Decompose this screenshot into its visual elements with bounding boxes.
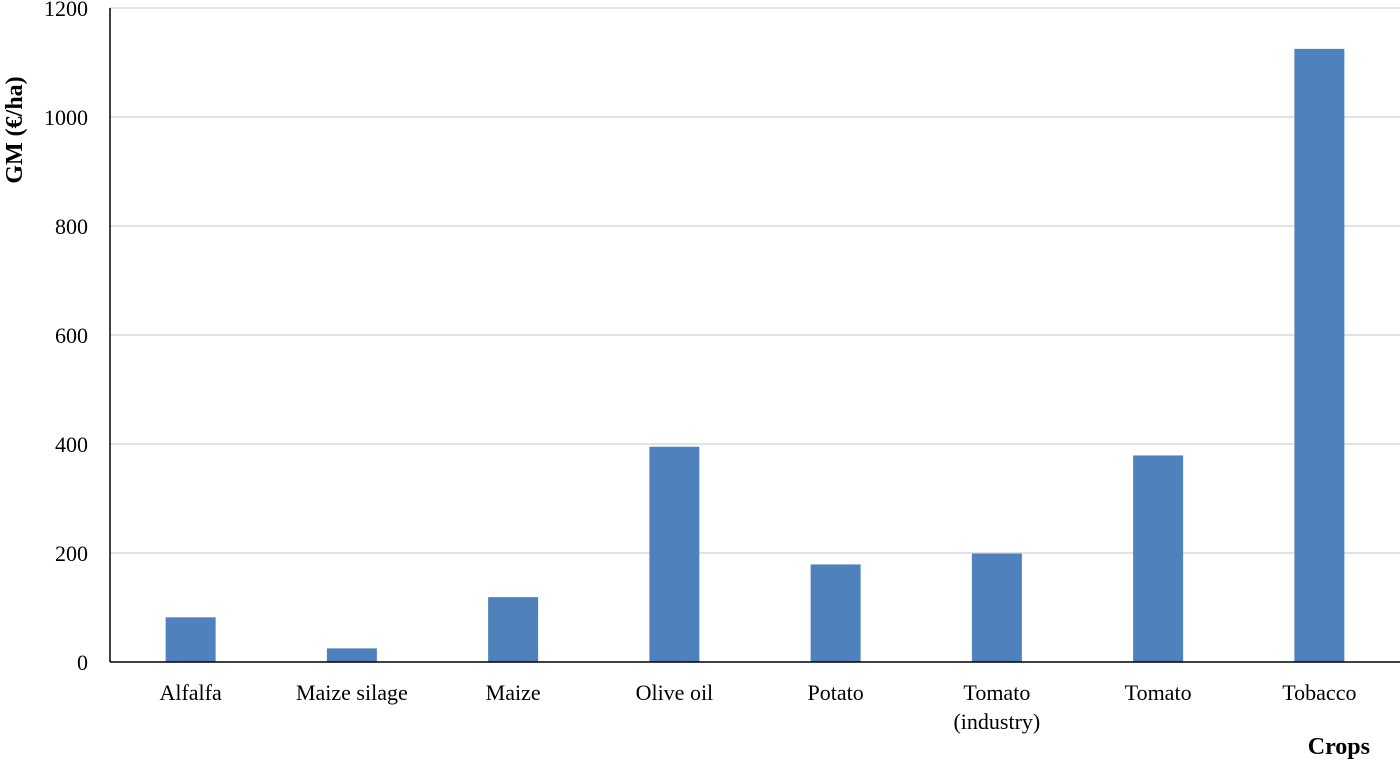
bar-maize-silage	[326, 648, 377, 662]
bars	[165, 48, 1345, 662]
x-tick-label-line: Alfalfa	[159, 680, 222, 705]
x-tick-label-line: Tomato	[963, 680, 1030, 705]
bar-alfalfa	[165, 617, 216, 662]
y-tick-label: 1200	[44, 0, 88, 21]
x-tick-label: Maize silage	[296, 680, 408, 705]
axes	[109, 8, 1400, 663]
y-tick-label: 0	[77, 650, 88, 675]
y-tick-labels: 0 200 400 600 800 1000 1200	[44, 0, 88, 675]
bar-tomato-industry	[971, 553, 1022, 662]
y-tick-label: 800	[55, 214, 88, 239]
x-tick-label: Tomato	[1125, 680, 1192, 705]
x-tick-label-line: Maize silage	[296, 680, 408, 705]
x-tick-label-line: (industry)	[953, 709, 1040, 734]
x-tick-label-line: Potato	[808, 680, 864, 705]
x-tick-labels: Alfalfa Maize silage Maize Olive oil Potato T…	[159, 680, 1356, 734]
x-tick-label: Maize	[486, 680, 541, 705]
bar-maize	[488, 597, 539, 662]
x-tick-label: Olive oil	[636, 680, 714, 705]
x-tick-label: Tomato (industry)	[953, 680, 1040, 734]
x-tick-label-line: Olive oil	[636, 680, 714, 705]
x-tick-label: Potato	[808, 680, 864, 705]
x-tick-label-line: Tobacco	[1282, 680, 1356, 705]
y-tick-label: 200	[55, 541, 88, 566]
bar-tomato	[1133, 455, 1184, 662]
x-tick-label-line: Maize	[486, 680, 541, 705]
y-axis-title: GM (€/ha)	[2, 76, 28, 183]
bar-potato	[810, 564, 861, 662]
bar-olive-oil	[649, 446, 700, 662]
x-axis-title: Crops	[1308, 734, 1370, 760]
y-tick-label: 600	[55, 323, 88, 348]
y-tick-label: 400	[55, 432, 88, 457]
x-tick-label: Alfalfa	[159, 680, 222, 705]
gridlines	[110, 7, 1400, 554]
y-tick-label: 1000	[44, 105, 88, 130]
x-tick-label: Tobacco	[1282, 680, 1356, 705]
bar-tobacco	[1294, 48, 1345, 662]
x-tick-label-line: Tomato	[1125, 680, 1192, 705]
